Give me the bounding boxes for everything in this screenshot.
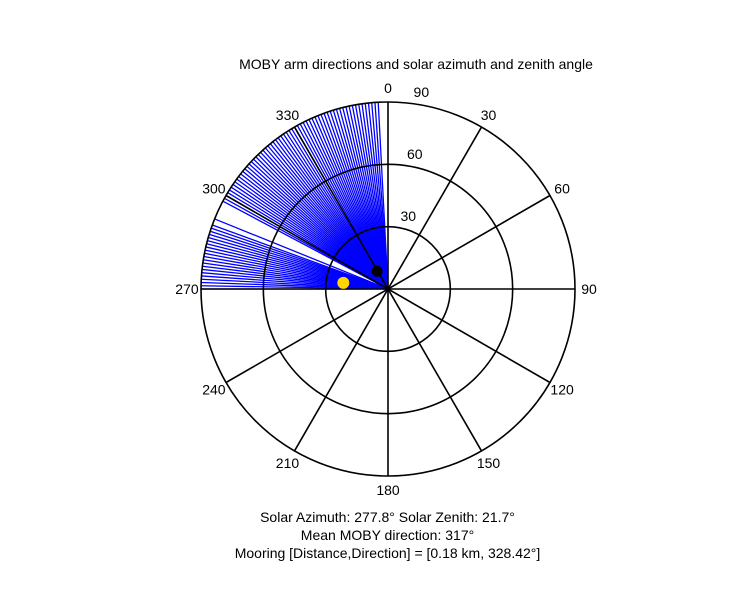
angle-label-120: 120 (550, 382, 574, 398)
angle-label-210: 210 (276, 455, 300, 471)
arm-line-21 (214, 218, 389, 290)
angle-label-330: 330 (276, 107, 300, 123)
caption-mean-direction: Mean MOBY direction: 317° (300, 527, 475, 543)
solar-position-marker (337, 276, 350, 289)
arm-lines (201, 102, 389, 290)
angle-label-60: 60 (554, 180, 570, 196)
angle-label-270: 270 (175, 281, 199, 297)
caption-solar: Solar Azimuth: 277.8° Solar Zenith: 21.7… (260, 509, 515, 525)
angle-label-90: 90 (581, 281, 597, 297)
angle-label-180: 180 (376, 482, 400, 498)
angle-label-30: 30 (481, 107, 497, 123)
angle-label-240: 240 (202, 382, 226, 398)
radial-label-30: 30 (401, 208, 417, 224)
polar-grid (200, 101, 576, 477)
angle-label-0: 0 (384, 80, 392, 96)
radial-tick-labels: 30 60 90 (401, 84, 430, 224)
angle-tick-labels: 0 30 60 90 120 150 180 210 240 270 300 330 (175, 80, 597, 498)
radial-label-90: 90 (414, 84, 430, 100)
arm-line-20 (212, 224, 389, 290)
spoke-150 (293, 126, 483, 452)
markers (337, 265, 383, 289)
caption-mooring: Mooring [Distance,Direction] = [0.18 km,… (234, 545, 541, 561)
arm-line-81 (377, 102, 389, 290)
chart-title: MOBY arm directions and solar azimuth an… (239, 56, 593, 72)
angle-label-150: 150 (477, 455, 501, 471)
radial-label-60: 60 (407, 146, 423, 162)
mooring-position-marker (371, 265, 383, 277)
angle-label-300: 300 (202, 180, 226, 196)
